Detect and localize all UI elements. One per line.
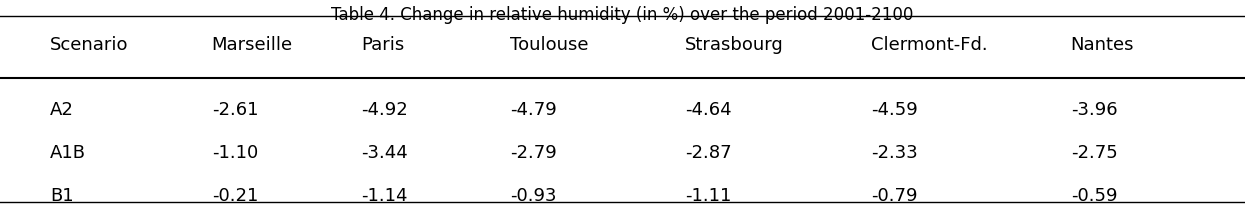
Text: Nantes: Nantes	[1071, 36, 1134, 54]
Text: -3.96: -3.96	[1071, 101, 1117, 119]
Text: A1B: A1B	[50, 144, 86, 162]
Text: Table 4. Change in relative humidity (in %) over the period 2001-2100: Table 4. Change in relative humidity (in…	[331, 6, 914, 24]
Text: Marseille: Marseille	[212, 36, 293, 54]
Text: Scenario: Scenario	[50, 36, 128, 54]
Text: -1.11: -1.11	[685, 187, 731, 204]
Text: Strasbourg: Strasbourg	[685, 36, 783, 54]
Text: B1: B1	[50, 187, 73, 204]
Text: -0.79: -0.79	[872, 187, 918, 204]
Text: -2.79: -2.79	[510, 144, 558, 162]
Text: -2.33: -2.33	[872, 144, 919, 162]
Text: -1.14: -1.14	[361, 187, 407, 204]
Text: Clermont-Fd.: Clermont-Fd.	[872, 36, 989, 54]
Text: -2.87: -2.87	[685, 144, 731, 162]
Text: -1.10: -1.10	[212, 144, 258, 162]
Text: -2.61: -2.61	[212, 101, 258, 119]
Text: -4.59: -4.59	[872, 101, 919, 119]
Text: -0.59: -0.59	[1071, 187, 1117, 204]
Text: -3.44: -3.44	[361, 144, 408, 162]
Text: -4.92: -4.92	[361, 101, 408, 119]
Text: -4.64: -4.64	[685, 101, 731, 119]
Text: -4.79: -4.79	[510, 101, 558, 119]
Text: A2: A2	[50, 101, 73, 119]
Text: -0.21: -0.21	[212, 187, 258, 204]
Text: Toulouse: Toulouse	[510, 36, 589, 54]
Text: Paris: Paris	[361, 36, 405, 54]
Text: -0.93: -0.93	[510, 187, 557, 204]
Text: -2.75: -2.75	[1071, 144, 1118, 162]
